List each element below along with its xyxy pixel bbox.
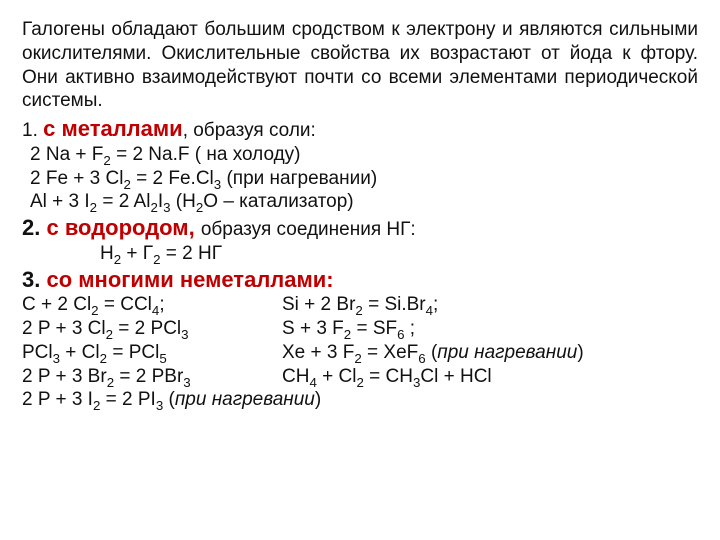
txt: + Г xyxy=(121,243,153,264)
txt: 2 P + 3 Cl xyxy=(22,318,106,339)
txt: PCl xyxy=(22,342,53,363)
txt: = SF xyxy=(351,318,397,339)
sub: 2 xyxy=(90,200,97,215)
txt: = 2 PI xyxy=(100,389,155,410)
sub: 2 xyxy=(106,327,113,342)
equation-2: 2 Fe + 3 Cl2 = 2 Fe.Cl3 (при нагревании) xyxy=(22,167,698,191)
txt: ) xyxy=(577,342,583,363)
sec1-head: с металлами xyxy=(43,116,183,141)
txt: 2 Na + F xyxy=(30,144,103,165)
row-3: PCl3 + Cl2 = PCl5 Xe + 3 F2 = XeF6 (при … xyxy=(22,341,698,365)
txt: Al + 3 I xyxy=(30,191,90,212)
txt: ( xyxy=(426,342,438,363)
sub: 3 xyxy=(181,327,188,342)
r4-left: 2 P + 3 Br2 = 2 PBr3 xyxy=(22,365,282,389)
txt: = 2 PBr xyxy=(114,366,183,387)
txt: 2 P + 3 I xyxy=(22,389,93,410)
r3-right: Xe + 3 F2 = XeF6 (при нагревании) xyxy=(282,341,584,365)
sub: 2 xyxy=(150,200,157,215)
sub: 3 xyxy=(163,200,170,215)
txt: = 2 Fe.Cl xyxy=(131,168,214,189)
sub: 2 xyxy=(153,252,160,267)
txt: H xyxy=(100,243,114,264)
equation-3: Al + 3 I2 = 2 Al2I3 (H2O – катализатор) xyxy=(22,190,698,214)
sub: 6 xyxy=(418,351,425,366)
txt: ; xyxy=(433,294,438,315)
row-4: 2 P + 3 Br2 = 2 PBr3 CH4 + Cl2 = CH3Cl +… xyxy=(22,365,698,389)
equation-4: H2 + Г2 = 2 НГ xyxy=(22,242,698,266)
txt: = Si.Br xyxy=(363,294,426,315)
sec2-tail: образуя соединения НГ: xyxy=(201,219,416,240)
sec1-num: 1. xyxy=(22,120,43,141)
txt: + Cl xyxy=(317,366,357,387)
section-1-heading: 1. с металлами, образуя соли: xyxy=(22,115,698,143)
r2-left: 2 P + 3 Cl2 = 2 PCl3 xyxy=(22,317,282,341)
sub: 2 xyxy=(355,303,362,318)
equation-1: 2 Na + F2 = 2 Na.F ( на холоду) xyxy=(22,143,698,167)
sub: 2 xyxy=(123,176,130,191)
txt: = 2 НГ xyxy=(161,243,223,264)
r3-left: PCl3 + Cl2 = PCl5 xyxy=(22,341,282,365)
row-1: С + 2 Cl2 = CCl4; Si + 2 Br2 = Si.Br4; xyxy=(22,293,698,317)
txt: = CH xyxy=(364,366,413,387)
r1-right: Si + 2 Br2 = Si.Br4; xyxy=(282,293,438,317)
row-2: 2 P + 3 Cl2 = 2 PCl3 S + 3 F2 = SF6 ; xyxy=(22,317,698,341)
txt: CH xyxy=(282,366,309,387)
sub: 4 xyxy=(309,374,316,389)
sub: 4 xyxy=(426,303,433,318)
sec2-head: с водородом, xyxy=(46,215,200,240)
sec2-num: 2. xyxy=(22,215,46,240)
txt: (H xyxy=(171,191,196,212)
sub: 2 xyxy=(103,153,110,168)
txt: ( xyxy=(163,389,175,410)
txt: + Cl xyxy=(60,342,100,363)
r1-left: С + 2 Cl2 = CCl4; xyxy=(22,293,282,317)
txt: при нагревании xyxy=(175,389,315,410)
section-2-heading: 2. с водородом, образуя соединения НГ: xyxy=(22,214,698,242)
txt: O – катализатор) xyxy=(203,191,353,212)
section-3-heading: 3. со многими неметаллами: xyxy=(22,266,698,294)
sub: 2 xyxy=(354,351,361,366)
txt: = XeF xyxy=(362,342,419,363)
r2-right: S + 3 F2 = SF6 ; xyxy=(282,317,415,341)
txt: Cl + HCl xyxy=(420,366,491,387)
txt: Si + 2 Br xyxy=(282,294,355,315)
txt: при нагревании xyxy=(437,342,577,363)
txt: = 2 Al xyxy=(97,191,150,212)
r4-right: CH4 + Cl2 = CH3Cl + HCl xyxy=(282,365,492,389)
txt: S + 3 F xyxy=(282,318,344,339)
txt: 2 Fe + 3 Cl xyxy=(30,168,123,189)
sec3-head: со многими неметаллами: xyxy=(46,267,333,292)
txt: = PCl xyxy=(107,342,159,363)
intro-paragraph: Галогены обладают большим сродством к эл… xyxy=(22,18,698,113)
txt: ; xyxy=(159,294,164,315)
sub: 6 xyxy=(397,327,404,342)
sub: 2 xyxy=(107,374,114,389)
txt: ; xyxy=(405,318,416,339)
txt: Xe + 3 F xyxy=(282,342,354,363)
row-5: 2 P + 3 I2 = 2 PI3 (при нагревании) xyxy=(22,388,698,412)
sub: 3 xyxy=(53,351,60,366)
txt: (при нагревании) xyxy=(221,168,377,189)
txt: 2 P + 3 Br xyxy=(22,366,107,387)
sub: 5 xyxy=(159,351,166,366)
txt: = CCl xyxy=(99,294,152,315)
sub: 2 xyxy=(91,303,98,318)
sub: 2 xyxy=(356,374,363,389)
sub: 2 xyxy=(100,351,107,366)
sec1-tail: , образуя соли: xyxy=(183,120,316,141)
txt: = 2 PCl xyxy=(113,318,181,339)
txt: ) xyxy=(315,389,321,410)
sub: 3 xyxy=(183,374,190,389)
txt: С + 2 Cl xyxy=(22,294,91,315)
txt: = 2 Na.F ( на холоду) xyxy=(111,144,301,165)
sec3-num: 3. xyxy=(22,267,46,292)
